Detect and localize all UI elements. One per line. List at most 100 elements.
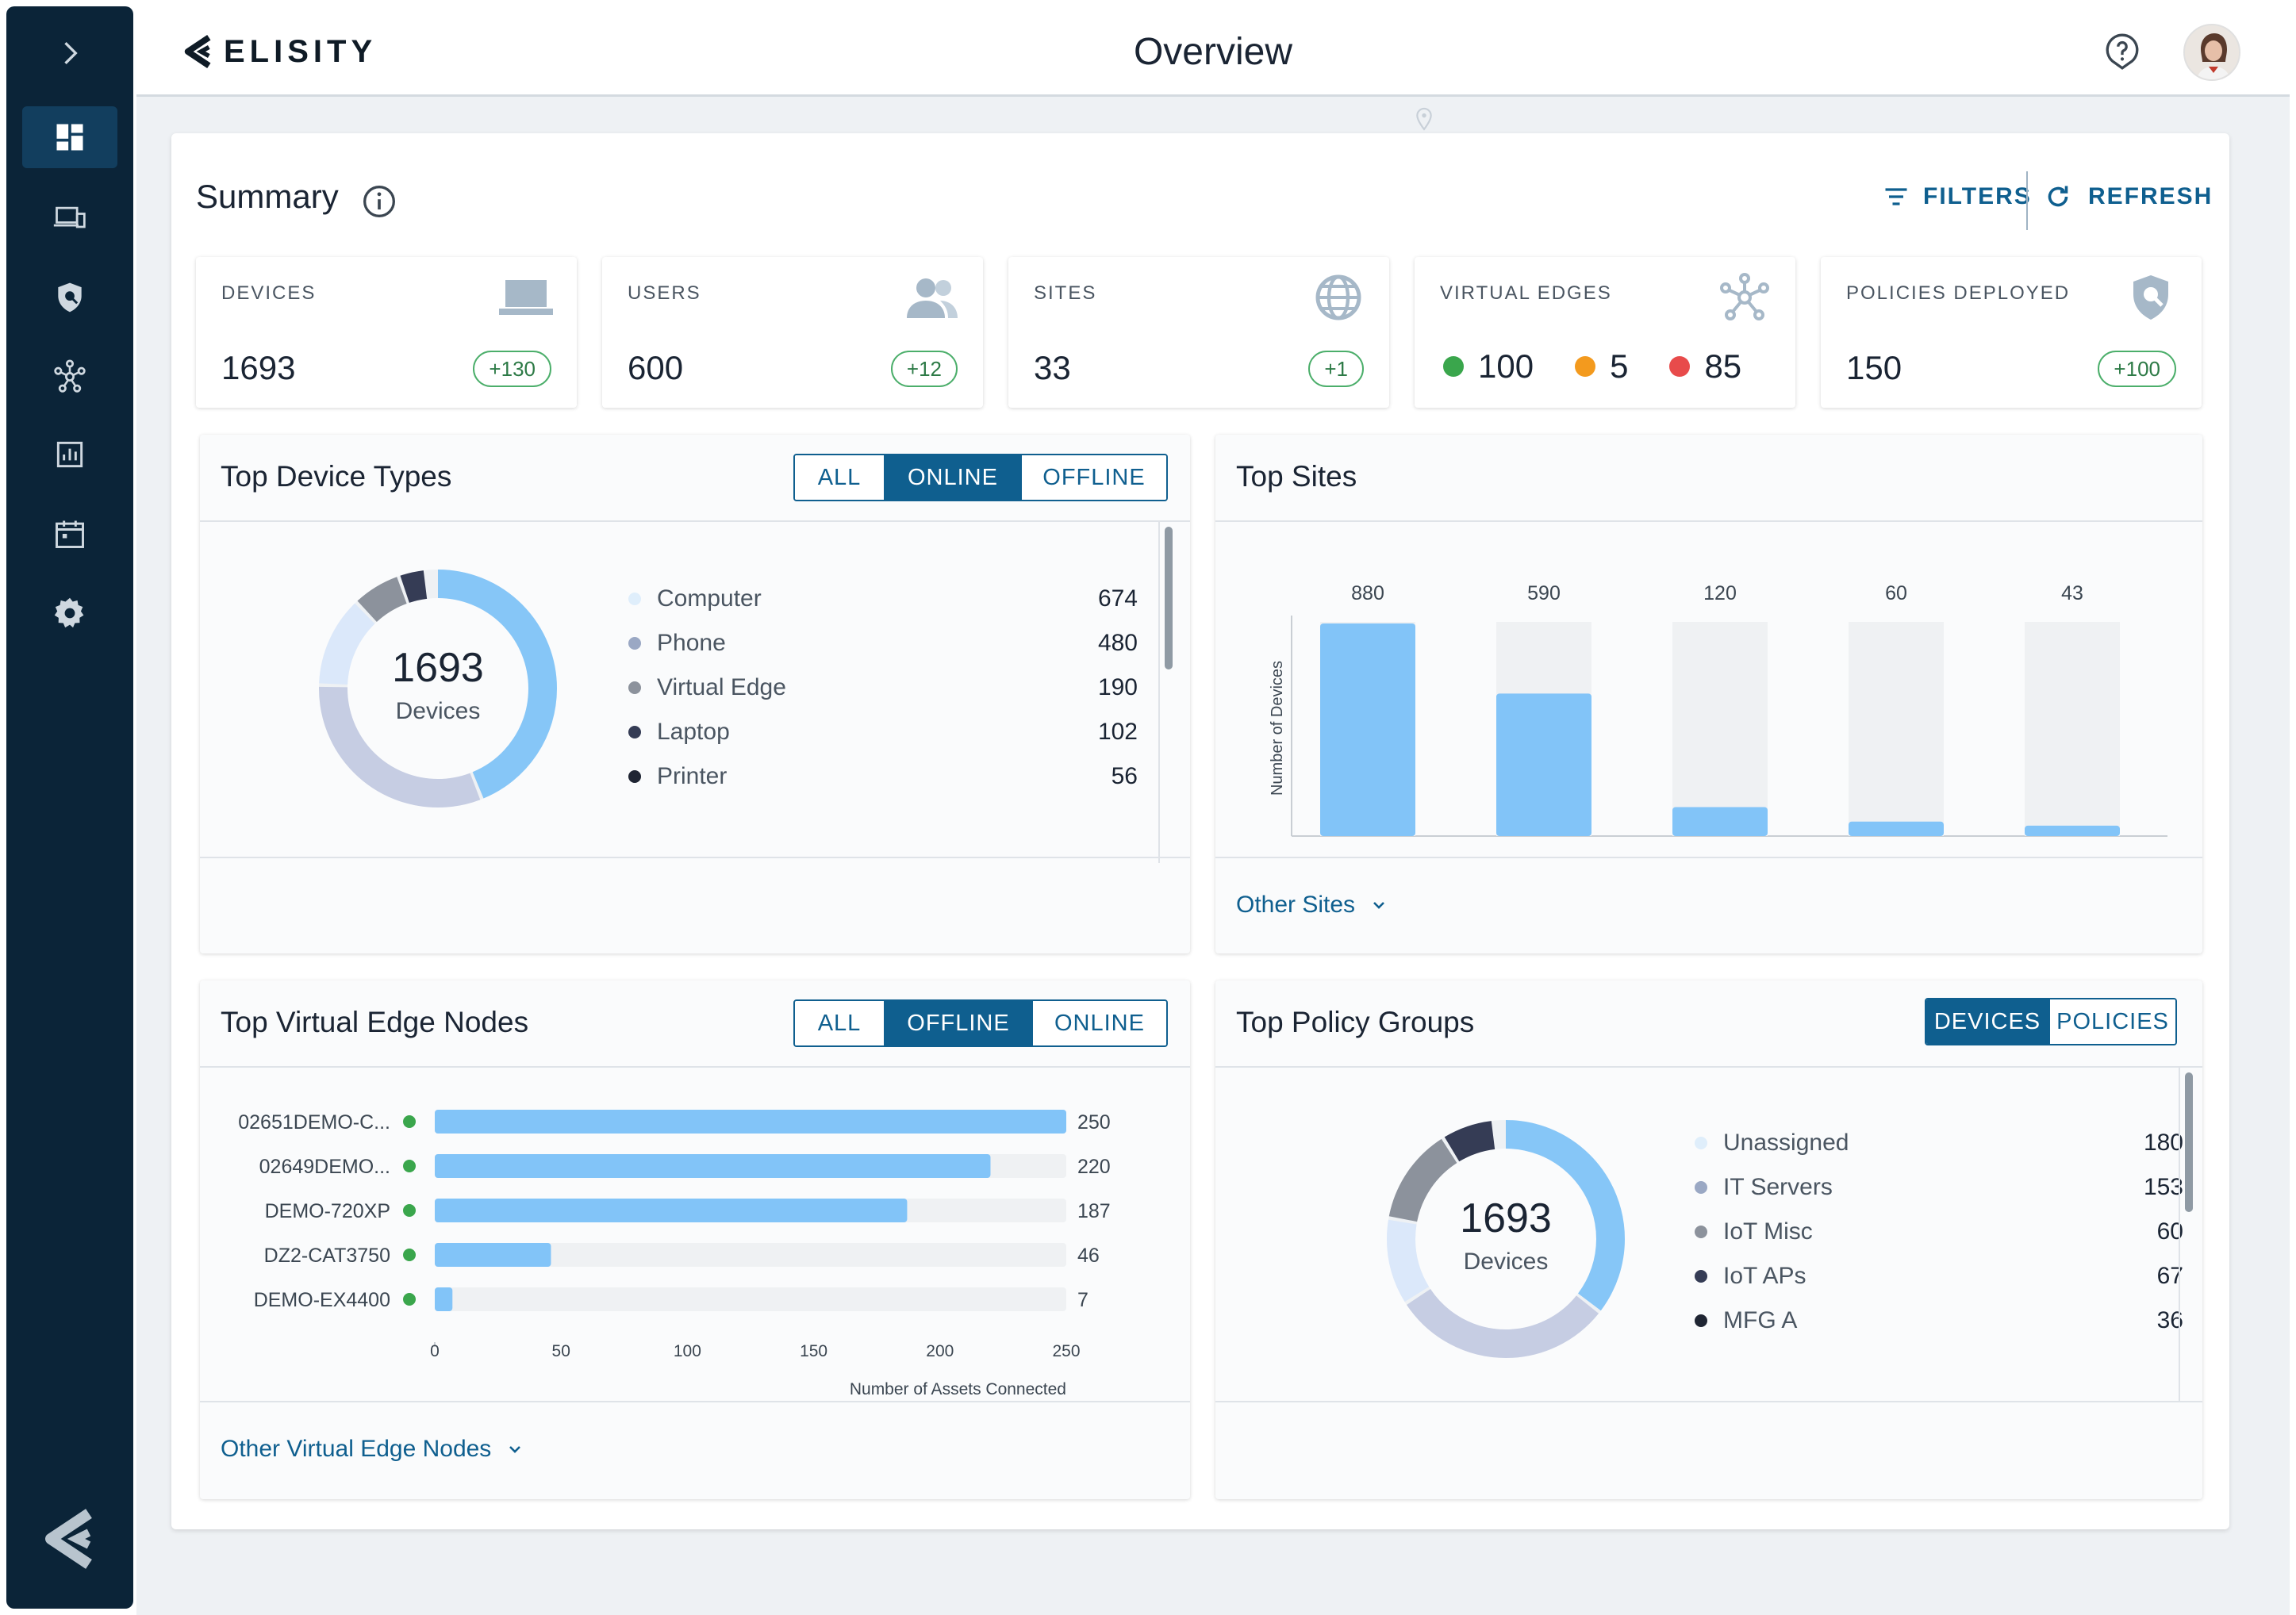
panel-header: Top Virtual Edge Nodes ALL OFFLINE ONLIN… (200, 980, 1190, 1068)
tab-offline[interactable]: OFFLINE (885, 1001, 1033, 1045)
stat-value: 600 (628, 349, 684, 386)
legend-item[interactable]: Laptop (628, 719, 730, 746)
sidebar-item-calendar[interactable] (22, 503, 117, 565)
legend-item[interactable]: IT Servers (1695, 1174, 1833, 1201)
donut-slice-it-servers[interactable] (1387, 1120, 1625, 1358)
legend-dot (1695, 1314, 1707, 1327)
legend-item[interactable]: Computer (628, 585, 762, 612)
brand: ELISITY (182, 32, 377, 71)
legend-item[interactable]: Printer (628, 763, 727, 790)
sidebar-item-dashboard[interactable] (22, 106, 117, 168)
legend-label: Virtual Edge (657, 674, 786, 700)
refresh-button[interactable]: REFRESH (2044, 182, 2213, 211)
shield-icon (58, 282, 82, 313)
legend-label: IoT APs (1723, 1263, 1806, 1289)
bar-value-label: 220 (1077, 1156, 1111, 1178)
help-icon[interactable] (2102, 32, 2142, 71)
panel-divider (1215, 857, 2202, 858)
donut-center-value: 1693 (1460, 1195, 1552, 1241)
tab-offline[interactable]: OFFLINE (1022, 455, 1166, 500)
bar-mfg-facility-a[interactable] (1849, 821, 1944, 836)
bar-node-2[interactable] (435, 1154, 991, 1178)
bar-track (1672, 622, 1768, 836)
legend-item[interactable]: Phone (628, 630, 726, 657)
bar-node-5[interactable] (435, 1287, 453, 1311)
filters-label: FILTERS (1923, 183, 2032, 209)
stat-card-devices[interactable]: DEVICES 1693 +130 (196, 257, 577, 408)
legend-dot (628, 681, 641, 694)
other-virtual-edge-nodes-link[interactable]: Other Virtual Edge Nodes (221, 1436, 524, 1463)
bar-value-label: 880 (1351, 582, 1384, 604)
other-sites-link[interactable]: Other Sites (1236, 892, 1388, 919)
donut-slice-unassigned[interactable] (1387, 1120, 1625, 1358)
scrollbar[interactable] (1165, 527, 1173, 669)
stat-delta-badge: +130 (473, 351, 551, 387)
tab-online[interactable]: ONLINE (885, 455, 1022, 500)
bar-default[interactable] (1320, 623, 1415, 836)
bar-value-label: 187 (1077, 1200, 1111, 1222)
info-icon[interactable] (362, 184, 397, 219)
node-status-dot (403, 1293, 416, 1306)
device-types-donut-chart (319, 570, 557, 808)
node-status-dot (403, 1160, 416, 1172)
expand-sidebar-button[interactable] (22, 22, 117, 84)
stat-card-policies[interactable]: POLICIES DEPLOYED 150 +100 (1821, 257, 2202, 408)
chevron-right-icon (64, 41, 78, 65)
legend-value: 674 (1097, 585, 1138, 612)
sidebar-item-policies[interactable] (22, 267, 117, 328)
legend-item[interactable]: MFG A (1695, 1307, 1797, 1334)
x-tick-label: 150 (800, 1342, 827, 1360)
bar-value-label: 250 (1077, 1111, 1111, 1134)
sidebar (6, 6, 133, 1609)
sidebar-item-reports[interactable] (22, 424, 117, 485)
tab-all[interactable]: ALL (795, 455, 885, 500)
policy-groups-filter-tabs: DEVICES POLICIES (1925, 998, 2177, 1045)
stat-card-virtual-edges[interactable]: VIRTUAL EDGES 100 5 85 (1415, 257, 1795, 408)
donut-slice-computer[interactable] (319, 570, 557, 808)
tab-online[interactable]: ONLINE (1033, 1001, 1166, 1045)
sidebar-item-settings[interactable] (22, 582, 117, 644)
chevron-down-icon (1373, 902, 1384, 909)
x-axis-label: Number of Assets Connected (850, 1380, 1066, 1398)
legend-item[interactable]: Unassigned (1695, 1130, 1849, 1157)
x-tick-label: 0 (430, 1342, 440, 1360)
filters-button[interactable]: FILTERS (1882, 182, 2032, 211)
tab-devices[interactable]: DEVICES (1926, 999, 2050, 1044)
donut-center-label: Devices (1463, 1249, 1549, 1275)
globe-icon (1315, 274, 1361, 320)
stat-card-sites[interactable]: SITES 33 +1 (1008, 257, 1389, 408)
scrollbar[interactable] (2185, 1072, 2193, 1212)
donut-slice-phone[interactable] (319, 570, 557, 808)
bar-node-1[interactable] (435, 1110, 1066, 1134)
sidebar-item-network[interactable] (22, 346, 117, 408)
bar-track (435, 1287, 1066, 1311)
avatar[interactable] (2183, 24, 2240, 81)
bar-node-4[interactable] (435, 1243, 551, 1267)
calendar-icon (56, 520, 84, 548)
shield-icon (2133, 275, 2168, 320)
stat-card-users[interactable]: USERS 600 +12 (602, 257, 983, 408)
legend-label: Laptop (657, 719, 730, 745)
virtual-edge-nodes-bar-chart: 02651DEMO-C... 250 02649DEMO... 220 DEMO-720… (238, 1110, 1111, 1398)
bar-node-3[interactable] (435, 1199, 908, 1222)
donut-slice-iot-misc[interactable] (1387, 1120, 1625, 1358)
legend-dot (628, 637, 641, 650)
other-virtual-edge-nodes-label: Other Virtual Edge Nodes (221, 1436, 492, 1462)
bar-main-office[interactable] (1496, 693, 1591, 836)
stat-label: USERS (628, 282, 701, 304)
node-label: DEMO-720XP (265, 1200, 390, 1222)
panel-divider (1215, 1401, 2202, 1402)
top-device-types-panel: Top Device Types ALL ONLINE OFFLINE 1693… (200, 435, 1190, 953)
panel-divider (200, 1401, 1190, 1402)
warning-status-dot (1575, 356, 1596, 377)
bar-hospital[interactable] (1672, 807, 1768, 836)
legend-item[interactable]: Virtual Edge (628, 674, 786, 701)
legend-item[interactable]: IoT APs (1695, 1263, 1806, 1290)
tab-policies[interactable]: POLICIES (2050, 999, 2175, 1044)
top-sites-bar-chart: Number of Devices 880 Default 590 Main Offic… (1269, 582, 2167, 858)
tab-all[interactable]: ALL (795, 1001, 885, 1045)
sidebar-item-devices[interactable] (22, 187, 117, 249)
legend-item[interactable]: IoT Misc (1695, 1218, 1813, 1245)
node-label: 02649DEMO... (259, 1156, 390, 1178)
bar-mfg-facility-b[interactable] (2025, 825, 2120, 836)
